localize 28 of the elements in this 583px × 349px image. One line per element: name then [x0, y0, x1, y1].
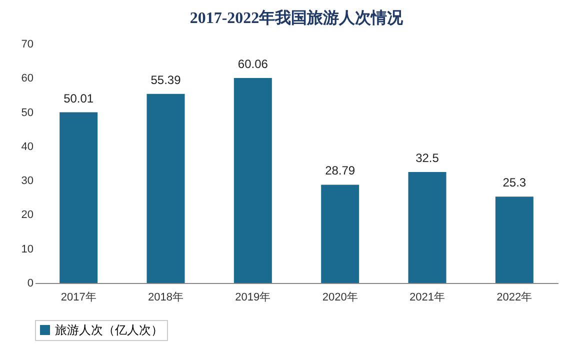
y-tick-label: 50 — [21, 106, 34, 119]
y-tick-label: 40 — [21, 140, 34, 153]
y-tick-label: 30 — [21, 175, 34, 188]
x-tick-label: 2019年 — [235, 292, 271, 304]
x-tick-label: 2017年 — [60, 292, 96, 304]
bar — [321, 184, 360, 283]
bar — [495, 196, 534, 283]
y-tick-label: 0 — [27, 278, 34, 290]
x-tick-label: 2021年 — [410, 292, 445, 304]
y-tick-label: 20 — [21, 209, 34, 222]
bar — [60, 112, 98, 283]
legend-label: 旅游人次（亿人次） — [55, 323, 163, 337]
x-tick-label: 2022年 — [496, 292, 532, 304]
data-label: 50.01 — [64, 91, 94, 106]
data-label: 28.79 — [325, 164, 356, 178]
data-label: 25.3 — [502, 176, 526, 190]
x-tick-label: 2020年 — [322, 292, 358, 304]
y-tick-label: 70 — [21, 38, 34, 50]
data-label: 55.39 — [150, 72, 182, 87]
x-tick-label: 2018年 — [148, 292, 184, 304]
bar — [234, 78, 272, 283]
chart-title: 2017-2022年我国旅游人次情况 — [190, 9, 404, 27]
y-tick-label: 10 — [21, 243, 34, 256]
bar — [408, 172, 446, 283]
data-label: 32.5 — [416, 151, 440, 166]
data-label: 60.06 — [238, 56, 268, 71]
bar — [146, 94, 185, 283]
y-tick-label: 60 — [21, 72, 34, 85]
